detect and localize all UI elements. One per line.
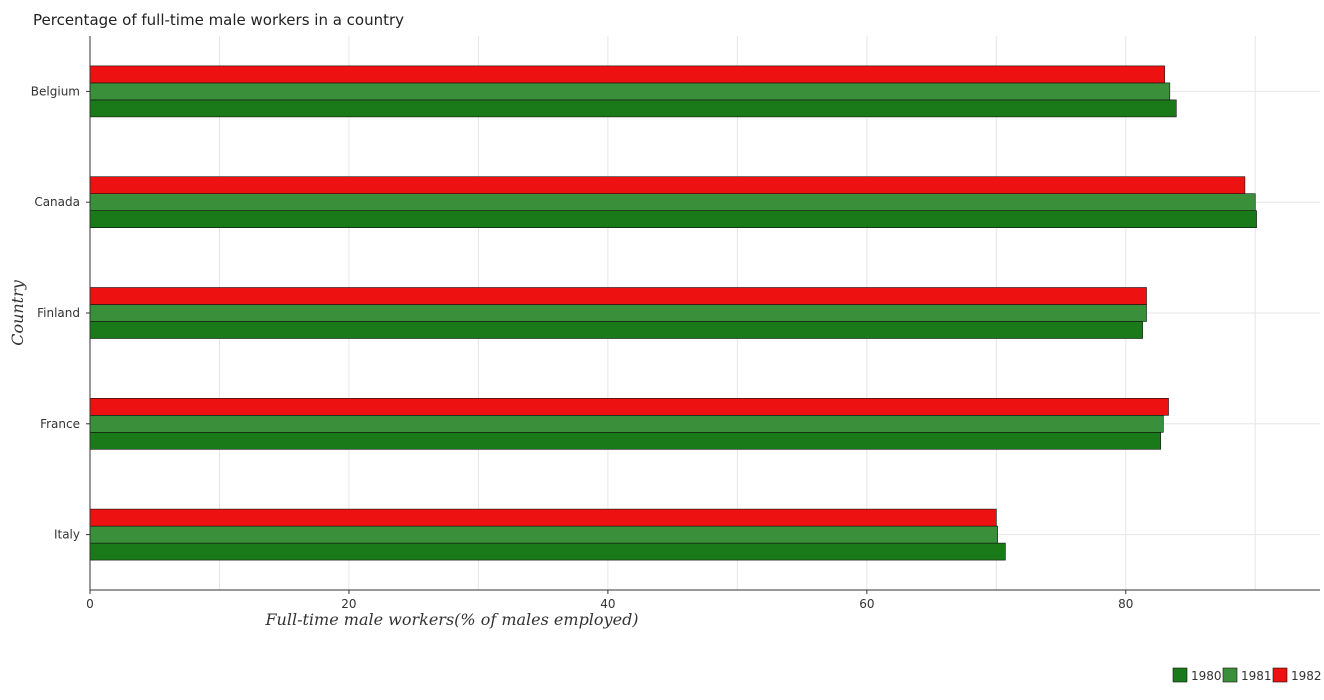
bar-canada-1981 [89,193,1256,211]
legend-swatch-1982 [1272,667,1288,683]
legend-label-1980: 1980 [1191,669,1222,683]
y-tick-label: Finland [37,306,80,320]
bar-france-1982 [89,397,1169,416]
y-tick-label: Italy [54,528,80,542]
x-tick-label: 20 [341,597,356,611]
bar-italy-1982 [89,508,997,527]
bar-canada-1982 [89,176,1246,194]
x-axis-label: Full-time male workers(% of males employ… [264,610,638,629]
bars [89,65,1257,561]
legend: 1980 1981 1982 [1172,667,1322,683]
bar-finland-1981 [89,304,1147,322]
y-tick-label: Canada [34,195,80,209]
y-tick-label: France [40,417,80,431]
bar-belgium-1981 [89,82,1171,101]
bar-belgium-1982 [89,65,1165,84]
bar-finland-1980 [89,321,1143,339]
bar-canada-1980 [89,210,1257,228]
x-tick-label: 40 [600,597,615,611]
bar-france-1981 [89,414,1164,433]
y-axis-label: Country [8,279,27,346]
bar-belgium-1980 [89,99,1177,118]
legend-label-1981: 1981 [1241,669,1272,683]
legend-swatch-1980 [1172,667,1188,683]
x-tick-label: 60 [859,597,874,611]
legend-label-1982: 1982 [1291,669,1322,683]
y-tick-label: Belgium [31,84,80,98]
legend-swatch-1981 [1222,667,1238,683]
chart-title: Percentage of full-time male workers in … [33,11,404,29]
bar-italy-1981 [89,525,998,544]
bar-italy-1980 [89,542,1006,561]
bar-finland-1982 [89,287,1147,305]
axes: 0 20 40 60 80 Belgium Canada Finland France Italy [31,36,1320,611]
bar-france-1980 [89,431,1162,450]
x-tick-label: 0 [86,597,94,611]
x-tick-label: 80 [1118,597,1133,611]
